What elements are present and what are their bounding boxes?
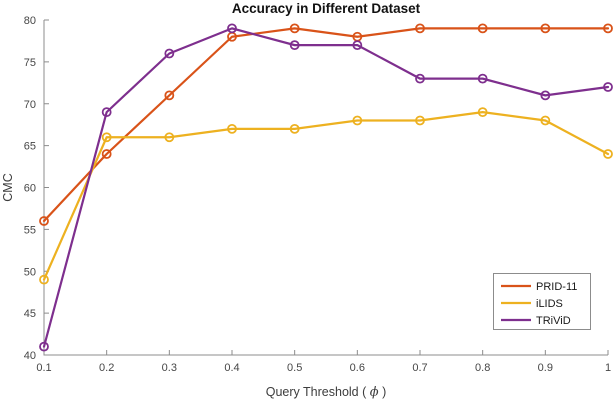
data-point-marker (101, 107, 112, 118)
x-axis-label-prefix: Query Threshold ( (266, 385, 370, 399)
data-point-marker (39, 274, 49, 285)
legend-label: iLIDS (536, 298, 563, 310)
y-tick-label: 60 (24, 183, 36, 195)
legend-entry-PRID-11: PRID-11 (501, 281, 577, 293)
data-point-marker (164, 48, 175, 59)
x-tick-label: 0.5 (287, 362, 302, 374)
series-line-iLIDS (42, 111, 610, 281)
data-point-marker (540, 90, 551, 101)
series-line-TRiViD (42, 27, 610, 348)
data-point-marker (352, 115, 363, 126)
y-tick-label: 40 (24, 350, 36, 362)
x-tick-label: 0.1 (36, 362, 51, 374)
y-tick-label: 75 (24, 57, 36, 69)
data-point-marker (477, 107, 488, 118)
x-tick-label: 0.9 (538, 362, 553, 374)
data-point-marker (164, 132, 175, 143)
legend-entry-TRiViD: TRiViD (501, 315, 571, 327)
data-point-marker (39, 341, 49, 352)
data-point-marker (289, 40, 300, 51)
axes: 0.1 0.2 0.3 0.4 0.5 0.6 0.7 0.8 0.9 1 40 45 50 55 60 65… (24, 15, 611, 374)
data-point-marker (540, 23, 551, 34)
phi-symbol: ϕ (370, 385, 379, 400)
legend-label: TRiViD (536, 315, 571, 327)
x-axis-label: Query Threshold ( ϕ ) (266, 385, 387, 400)
series-markers-iLIDS (39, 107, 613, 285)
data-point-marker (352, 40, 363, 51)
data-point-marker (415, 73, 425, 84)
legend: PRID-11 iLIDS TRiViD (493, 273, 591, 330)
series-group (39, 23, 613, 352)
data-point-marker (39, 216, 49, 226)
data-point-marker (415, 23, 425, 34)
data-point-marker (227, 123, 237, 134)
x-tick-label: 1 (605, 362, 611, 374)
data-point-marker (477, 73, 488, 84)
data-point-marker (227, 23, 237, 34)
legend-entry-iLIDS: iLIDS (501, 298, 563, 310)
data-point-marker (289, 23, 300, 34)
y-tick-label: 50 (24, 266, 36, 278)
data-point-marker (101, 149, 112, 159)
data-point-marker (101, 132, 112, 143)
x-axis-label-suffix: ) (379, 385, 387, 399)
chart-title: Accuracy in Different Dataset (232, 1, 421, 16)
y-tick-label: 55 (24, 224, 36, 236)
data-point-marker (540, 115, 551, 126)
x-tick-label: 0.6 (350, 362, 365, 374)
data-point-marker (603, 23, 613, 34)
y-axis-label: CMC (1, 173, 15, 201)
y-tick-label: 80 (24, 15, 36, 27)
series-line-PRID-11 (42, 27, 610, 223)
x-tick-label: 0.7 (412, 362, 427, 374)
legend-label: PRID-11 (536, 281, 577, 293)
x-tick-label: 0.2 (99, 362, 114, 374)
data-point-marker (164, 90, 175, 101)
x-tick-label: 0.4 (224, 362, 239, 374)
x-tick-label: 0.3 (162, 362, 177, 374)
x-tick-label: 0.8 (475, 362, 490, 374)
data-point-marker (289, 123, 300, 134)
series-markers-TRiViD (39, 23, 613, 352)
y-tick-label: 70 (24, 99, 36, 111)
data-point-marker (603, 149, 613, 159)
data-point-marker (415, 115, 425, 126)
data-point-marker (603, 82, 613, 92)
data-point-marker (477, 23, 488, 34)
y-tick-label: 65 (24, 141, 36, 153)
y-tick-label: 45 (24, 308, 36, 320)
